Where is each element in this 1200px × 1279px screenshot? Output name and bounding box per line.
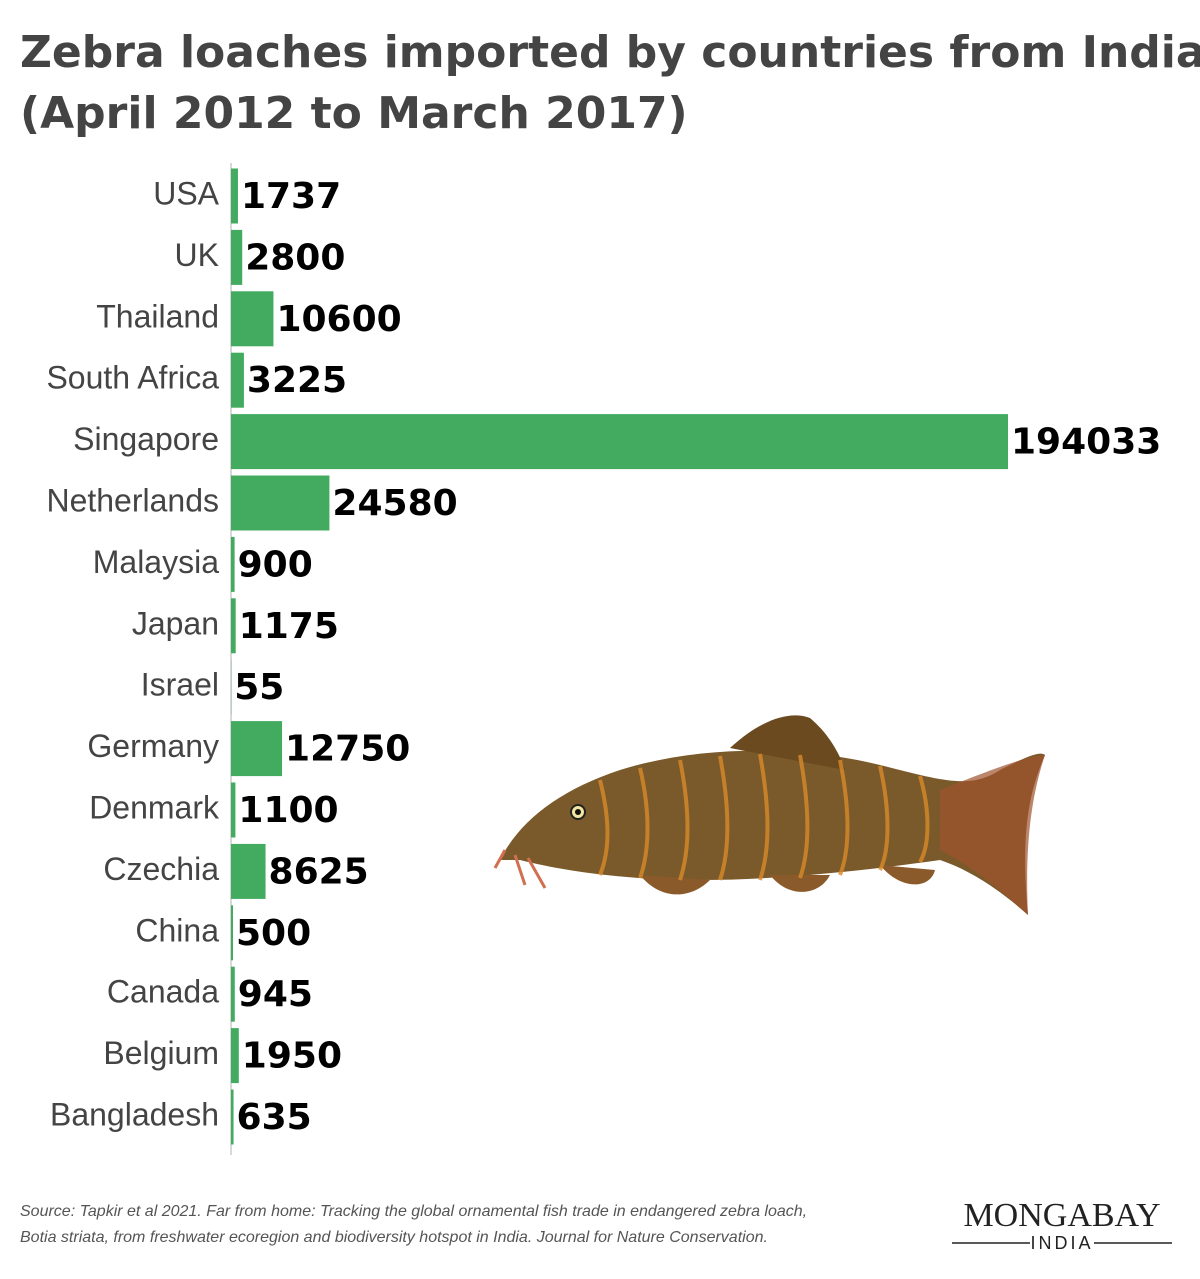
value-label: 55	[234, 667, 284, 708]
value-label: 3225	[247, 360, 347, 401]
value-label: 194033	[1011, 422, 1161, 463]
category-label: South Africa	[46, 360, 219, 396]
value-label: 1737	[241, 176, 341, 217]
value-label: 2800	[245, 237, 345, 278]
value-label: 8625	[269, 851, 369, 892]
value-label: 635	[237, 1097, 312, 1138]
bar	[231, 352, 244, 408]
bar	[231, 721, 283, 777]
category-label: Germany	[87, 728, 219, 764]
value-label: 24580	[332, 483, 457, 524]
value-label: 900	[238, 544, 313, 585]
category-label: Malaysia	[93, 544, 219, 580]
category-label: Canada	[107, 974, 219, 1010]
value-label: 10600	[276, 299, 401, 340]
chart-title: (April 2012 to March 2017)	[20, 88, 688, 139]
value-label: 12750	[285, 729, 410, 770]
bar	[231, 475, 330, 531]
bar	[231, 414, 1008, 470]
category-label: Belgium	[103, 1035, 219, 1071]
bar	[231, 536, 235, 592]
category-label: USA	[153, 175, 219, 211]
bar	[231, 843, 266, 899]
category-label: Netherlands	[46, 482, 219, 518]
bar	[231, 782, 236, 838]
bar	[231, 966, 235, 1022]
value-label: 945	[238, 974, 313, 1015]
category-label: Israel	[141, 667, 219, 703]
fish-illustration	[493, 715, 1045, 915]
value-label: 1950	[242, 1036, 342, 1077]
category-label: Thailand	[96, 298, 219, 334]
category-label: Japan	[132, 605, 219, 641]
bar	[231, 598, 236, 654]
category-label: China	[135, 912, 219, 948]
bar	[231, 1028, 239, 1084]
bar	[231, 1089, 234, 1145]
logo-name: MONGABAY	[963, 1197, 1160, 1234]
bar	[231, 168, 238, 224]
category-label: UK	[175, 237, 219, 273]
logo-region: INDIA	[1030, 1233, 1093, 1253]
bar	[231, 905, 234, 961]
value-label: 1100	[238, 790, 338, 831]
source-note: Source: Tapkir et al 2021. Far from home…	[20, 1203, 807, 1220]
source-note: Botia striata, from freshwater ecoregion…	[20, 1229, 768, 1246]
bar	[231, 291, 274, 347]
value-label: 500	[236, 913, 311, 954]
value-label: 1175	[239, 606, 339, 647]
category-label: Denmark	[89, 789, 220, 825]
category-label: Bangladesh	[50, 1096, 219, 1132]
category-label: Singapore	[73, 421, 219, 457]
chart-title: Zebra loaches imported by countries from…	[20, 27, 1200, 78]
category-label: Czechia	[103, 851, 219, 887]
bar	[231, 229, 243, 285]
